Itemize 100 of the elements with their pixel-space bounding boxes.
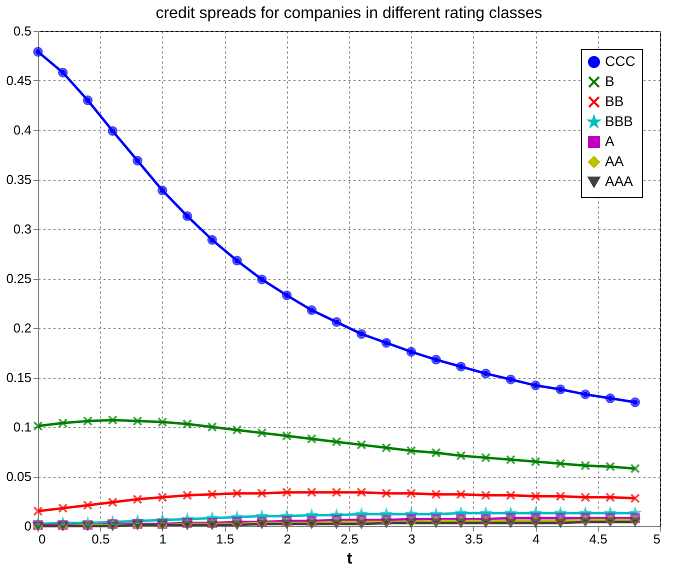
point — [108, 497, 118, 508]
point — [306, 434, 317, 444]
point — [332, 487, 342, 498]
point — [506, 454, 516, 465]
point — [332, 436, 342, 447]
x-tick-label: 3 — [408, 532, 416, 546]
point — [580, 389, 590, 400]
y-tick-label: 0.45 — [6, 73, 32, 88]
y-tick-label: 0.35 — [6, 172, 32, 187]
y-tick-label: 0 — [24, 518, 32, 534]
point — [33, 421, 43, 431]
point — [381, 338, 392, 348]
point — [232, 488, 242, 498]
point — [406, 488, 416, 498]
point — [431, 354, 441, 365]
point — [132, 416, 142, 426]
y-tick-label: 0.1 — [13, 420, 32, 434]
point — [630, 493, 640, 504]
x-tick-label: 2 — [284, 532, 291, 546]
point — [406, 346, 416, 357]
point — [82, 416, 93, 426]
x-tick-label: 0 — [38, 532, 46, 546]
point — [58, 418, 68, 428]
y-tick-label: 0.3 — [13, 222, 32, 236]
point — [480, 490, 491, 500]
legend-label: AAA — [605, 173, 634, 189]
y-tick-label: 0.05 — [6, 469, 32, 484]
point — [257, 428, 267, 438]
point — [480, 452, 491, 463]
point — [33, 506, 43, 516]
point — [431, 448, 441, 458]
point — [132, 494, 142, 504]
x-tick-label: 2.5 — [340, 532, 359, 546]
x-tick-label: 5 — [653, 532, 660, 546]
point — [182, 211, 192, 221]
point — [132, 156, 142, 166]
point — [182, 419, 192, 429]
point — [556, 491, 566, 502]
point — [306, 305, 317, 316]
point — [207, 422, 218, 432]
x-tick-label: 3.5 — [464, 532, 483, 546]
point — [556, 458, 566, 469]
legend-label: BB — [605, 93, 624, 109]
point — [530, 491, 540, 502]
point — [605, 393, 616, 404]
legend-label: CCC — [605, 53, 636, 69]
x-tick-label: 4.5 — [589, 532, 608, 546]
point — [306, 487, 317, 498]
point — [182, 490, 192, 500]
y-tick-label: 0.4 — [13, 122, 32, 138]
point — [605, 492, 616, 502]
point — [207, 235, 218, 245]
point — [108, 126, 118, 136]
point — [282, 431, 292, 441]
point — [580, 492, 590, 502]
chart-title: credit spreads for companies in different rating classes — [156, 5, 542, 22]
x-tick-label: 0.5 — [92, 532, 110, 546]
y-tick-label: 0.25 — [6, 271, 32, 286]
point — [630, 464, 640, 474]
point — [58, 503, 68, 514]
point — [82, 500, 93, 510]
point — [282, 290, 292, 300]
point — [480, 518, 491, 528]
point — [506, 374, 516, 384]
x-tick-label: 4 — [532, 532, 540, 546]
point — [605, 518, 616, 526]
point — [456, 489, 466, 500]
point — [431, 489, 441, 500]
point — [605, 462, 616, 472]
x-tick-label: 1 — [159, 532, 167, 546]
point — [456, 450, 466, 461]
point — [356, 440, 366, 450]
x-tick-label: 1.5 — [216, 532, 234, 546]
point — [82, 95, 93, 106]
y-tick-label: 0.5 — [13, 24, 32, 38]
point — [158, 492, 168, 502]
y-tick-label: 0.2 — [13, 320, 32, 336]
point — [158, 417, 168, 427]
point — [506, 490, 516, 500]
point — [381, 442, 392, 453]
point — [530, 456, 540, 467]
legend-label: B — [605, 73, 614, 89]
point — [580, 518, 590, 526]
legend-label: BBB — [605, 113, 634, 129]
point — [506, 518, 516, 528]
point — [406, 446, 416, 456]
point — [282, 487, 292, 498]
legend-label: A — [605, 133, 615, 149]
point — [356, 487, 366, 498]
point — [257, 488, 267, 498]
point — [207, 489, 218, 500]
x-axis-title: t — [346, 550, 353, 568]
y-tick-label: 0.15 — [6, 370, 32, 385]
point — [108, 415, 118, 425]
point — [232, 425, 242, 435]
point — [480, 368, 491, 378]
point — [232, 256, 242, 266]
point — [381, 488, 392, 498]
legend-label: AA — [605, 153, 624, 169]
point — [580, 460, 590, 470]
